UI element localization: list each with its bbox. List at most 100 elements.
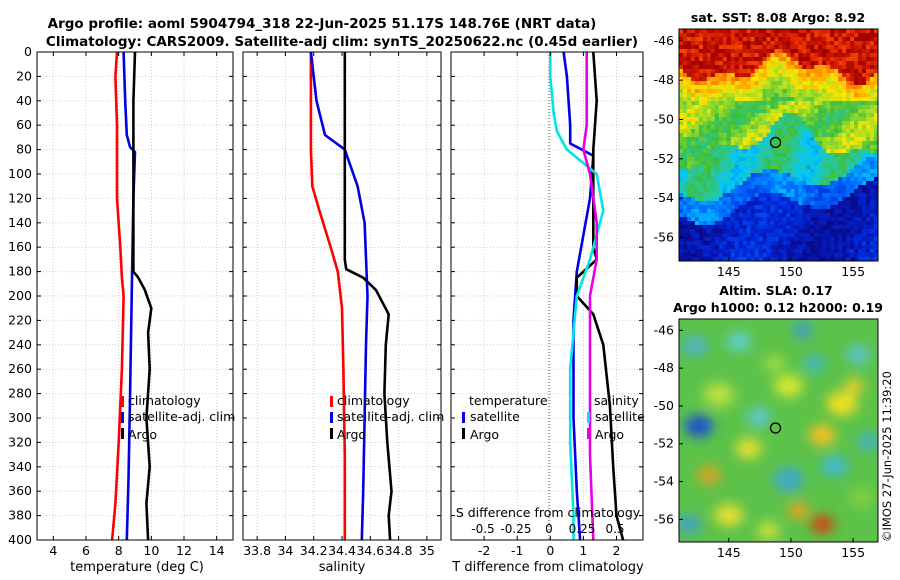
- sst-cell: [794, 29, 799, 34]
- sst-cell: [758, 37, 763, 42]
- sst-cell: [710, 257, 716, 261]
- sst-cell: [862, 185, 867, 190]
- sst-cell: [830, 209, 835, 214]
- sst-cell: [794, 225, 799, 230]
- sst-cell: [682, 81, 688, 86]
- sst-cell: [818, 181, 823, 186]
- x-tick-label: -1: [511, 543, 523, 558]
- sst-cell: [694, 257, 700, 261]
- sst-cell: [786, 97, 791, 102]
- sst-cell: [854, 113, 859, 118]
- sst-cell: [834, 153, 839, 158]
- sst-cell: [690, 205, 696, 210]
- sst-cell: [770, 221, 775, 226]
- sst-cell: [806, 85, 811, 90]
- sst-cell: [742, 233, 748, 238]
- sst-cell: [826, 225, 831, 230]
- sst-cell: [850, 229, 855, 234]
- legend-t-argo-label: Argo: [470, 427, 499, 442]
- sst-cell: [850, 141, 855, 146]
- sst-cell: [826, 181, 831, 186]
- sst-cell: [746, 241, 752, 246]
- sst-cell: [838, 49, 843, 54]
- sst-cell: [679, 37, 684, 42]
- sst-cell: [794, 165, 799, 170]
- sst-cell: [682, 177, 688, 182]
- sst-cell: [730, 209, 736, 214]
- sst-cell: [718, 121, 724, 126]
- sst-cell: [679, 221, 684, 226]
- sst-cell: [679, 137, 684, 142]
- sst-cell: [770, 165, 775, 170]
- sst-cell: [738, 37, 744, 42]
- sst-cell: [778, 65, 783, 70]
- sst-cell: [862, 89, 867, 94]
- sst-cell: [862, 229, 867, 234]
- sst-cell: [858, 185, 863, 190]
- sst-cell: [874, 61, 878, 66]
- sst-cell: [786, 101, 791, 106]
- sst-cell: [726, 181, 732, 186]
- sst-cell: [746, 177, 752, 182]
- sla-anomaly-blob: [756, 521, 781, 540]
- sst-cell: [850, 209, 855, 214]
- sst-cell: [798, 177, 803, 182]
- sst-cell: [834, 113, 839, 118]
- sst-cell: [686, 153, 692, 158]
- sst-cell: [870, 233, 875, 238]
- sst-cell: [818, 97, 823, 102]
- sst-cell: [810, 137, 815, 142]
- sst-cell: [750, 93, 756, 98]
- sst-cell: [702, 29, 708, 34]
- legend-satellite-label: satellite-adj. clim: [337, 409, 444, 424]
- sst-cell: [826, 237, 831, 242]
- sst-cell: [858, 257, 863, 261]
- sst-cell: [690, 193, 696, 198]
- sst-cell: [679, 229, 684, 234]
- sst-cell: [862, 217, 867, 222]
- sst-cell: [794, 89, 799, 94]
- sst-cell: [810, 113, 815, 118]
- sst-cell: [702, 129, 708, 134]
- sst-cell: [794, 253, 799, 258]
- sst-cell: [738, 105, 744, 110]
- sst-cell: [718, 193, 724, 198]
- sst-cell: [850, 133, 855, 138]
- sst-cell: [766, 233, 771, 238]
- sst-cell: [710, 173, 716, 178]
- sst-cell: [770, 109, 775, 114]
- sst-cell: [754, 113, 759, 118]
- sst-cell: [866, 45, 871, 50]
- sst-cell: [846, 193, 851, 198]
- sst-cell: [718, 129, 724, 134]
- sst-cell: [706, 197, 712, 202]
- sst-cell: [814, 245, 819, 250]
- sst-cell: [682, 173, 688, 178]
- sst-cell: [710, 93, 716, 98]
- sst-cell: [766, 149, 771, 154]
- sst-cell: [826, 189, 831, 194]
- sst-cell: [762, 181, 767, 186]
- sst-cell: [838, 189, 843, 194]
- sst-cell: [866, 145, 871, 150]
- sst-cell: [838, 217, 843, 222]
- sst-cell: [782, 69, 787, 74]
- sst-cell: [850, 257, 855, 261]
- sst-cell: [746, 169, 752, 174]
- sst-cell: [774, 217, 779, 222]
- sst-cell: [754, 201, 759, 206]
- sst-cell: [842, 109, 847, 114]
- sst-cell: [690, 33, 696, 38]
- sst-cell: [746, 73, 752, 78]
- sst-cell: [754, 97, 759, 102]
- sst-cell: [862, 121, 867, 126]
- sst-cell: [786, 209, 791, 214]
- x-tick-label: 34.2: [300, 543, 328, 558]
- sst-cell: [714, 65, 720, 70]
- sst-cell: [730, 133, 736, 138]
- sst-cell: [726, 113, 732, 118]
- sst-cell: [838, 201, 843, 206]
- sst-cell: [786, 205, 791, 210]
- sst-cell: [834, 137, 839, 142]
- sst-cell: [698, 101, 704, 106]
